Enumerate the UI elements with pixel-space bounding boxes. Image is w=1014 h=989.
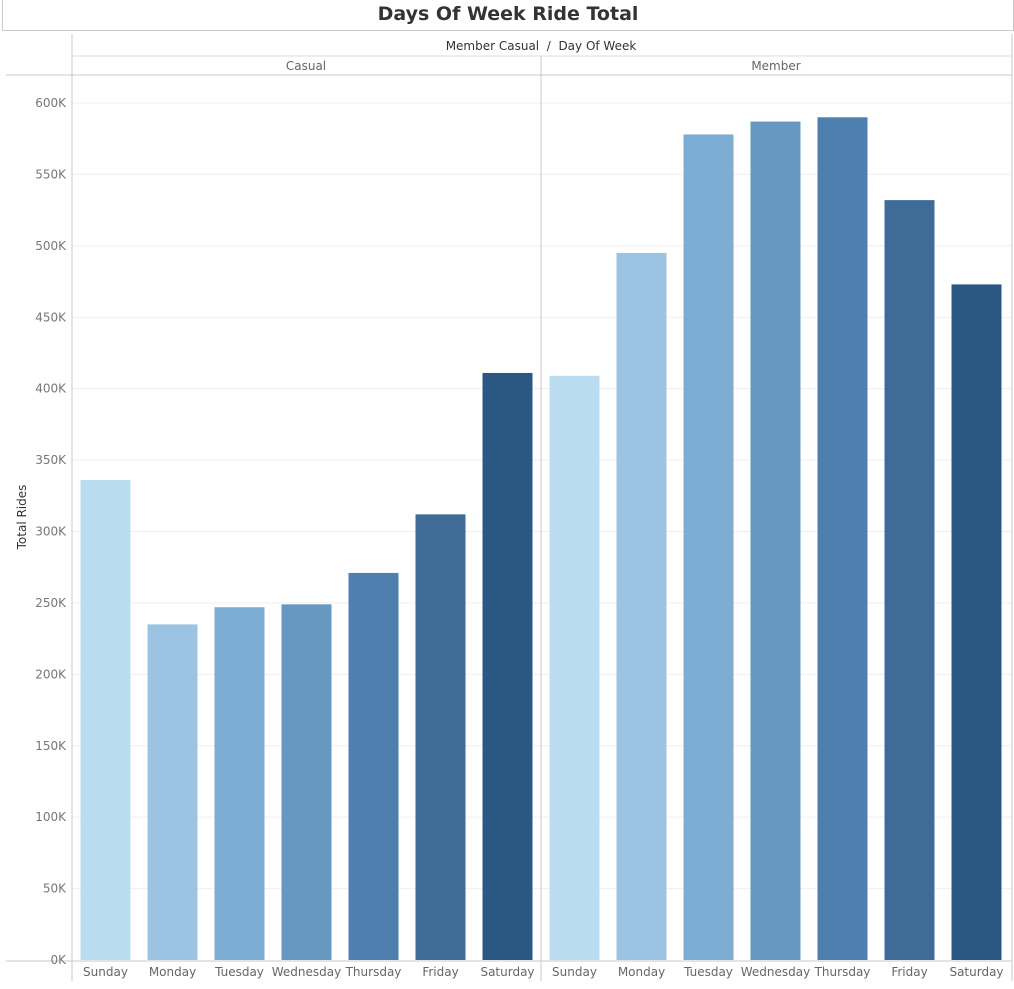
- y-tick-label: 200K: [35, 667, 67, 681]
- bar-member-friday: [884, 200, 935, 961]
- x-tick-label: Sunday: [83, 965, 128, 979]
- x-tick-label: Thursday: [345, 965, 402, 979]
- x-tick-label: Friday: [422, 965, 458, 979]
- x-tick-label: Saturday: [949, 965, 1003, 979]
- panel-label-member: Member: [751, 59, 800, 73]
- y-axis-ticks: 0K 50K 100K 150K 200K 250K 300K 350K 400K 450K 500…: [35, 96, 67, 967]
- chart-title-box: Days Of Week Ride Total: [2, 0, 1014, 31]
- bar-casual-saturday: [482, 372, 533, 961]
- bar-member-tuesday: [683, 134, 734, 960]
- x-tick-label: Tuesday: [214, 965, 264, 979]
- chart-title: Days Of Week Ride Total: [377, 3, 639, 25]
- y-tick-label: 250K: [35, 596, 67, 610]
- y-tick-label: 150K: [35, 739, 67, 753]
- bar-casual-friday: [415, 514, 466, 960]
- y-tick-label: 300K: [35, 525, 67, 539]
- panel-label-casual: Casual: [286, 59, 326, 73]
- x-tick-label: Thursday: [814, 965, 871, 979]
- x-tick-label: Tuesday: [683, 965, 733, 979]
- y-tick-label: 600K: [35, 96, 67, 110]
- y-tick-label: 500K: [35, 239, 67, 253]
- bar-casual-wednesday: [281, 604, 332, 960]
- bar-casual-sunday: [80, 480, 131, 960]
- gridlines: [72, 102, 1012, 890]
- x-tick-label: Sunday: [552, 965, 597, 979]
- y-tick-label: 100K: [35, 810, 67, 824]
- x-tick-label: Friday: [891, 965, 927, 979]
- bars: [80, 117, 1002, 961]
- y-tick-label: 550K: [35, 167, 67, 181]
- bar-casual-thursday: [348, 572, 399, 960]
- x-tick-label: Monday: [618, 965, 665, 979]
- bar-member-saturday: [951, 284, 1002, 961]
- bar-member-wednesday: [750, 121, 801, 960]
- bar-member-thursday: [817, 117, 868, 961]
- x-axis-labels: Sunday Monday Tuesday Wednesday Thursday Frid…: [83, 965, 1003, 979]
- x-tick-label: Wednesday: [741, 965, 810, 979]
- y-tick-label: 400K: [35, 382, 67, 396]
- bar-casual-monday: [147, 624, 198, 960]
- y-tick-label: 50K: [43, 882, 67, 896]
- bar-member-sunday: [549, 375, 600, 961]
- x-tick-label: Saturday: [480, 965, 534, 979]
- chart-frame: [6, 34, 1013, 981]
- y-axis-title: Total Rides: [15, 485, 29, 551]
- bar-casual-tuesday: [214, 607, 265, 960]
- bar-member-monday: [616, 252, 667, 961]
- y-tick-label: 350K: [35, 453, 67, 467]
- x-tick-label: Wednesday: [272, 965, 341, 979]
- chart-header: Member Casual / Day Of Week: [446, 39, 637, 53]
- x-tick-label: Monday: [149, 965, 196, 979]
- y-tick-label: 450K: [35, 310, 67, 324]
- y-tick-label: 0K: [50, 953, 67, 967]
